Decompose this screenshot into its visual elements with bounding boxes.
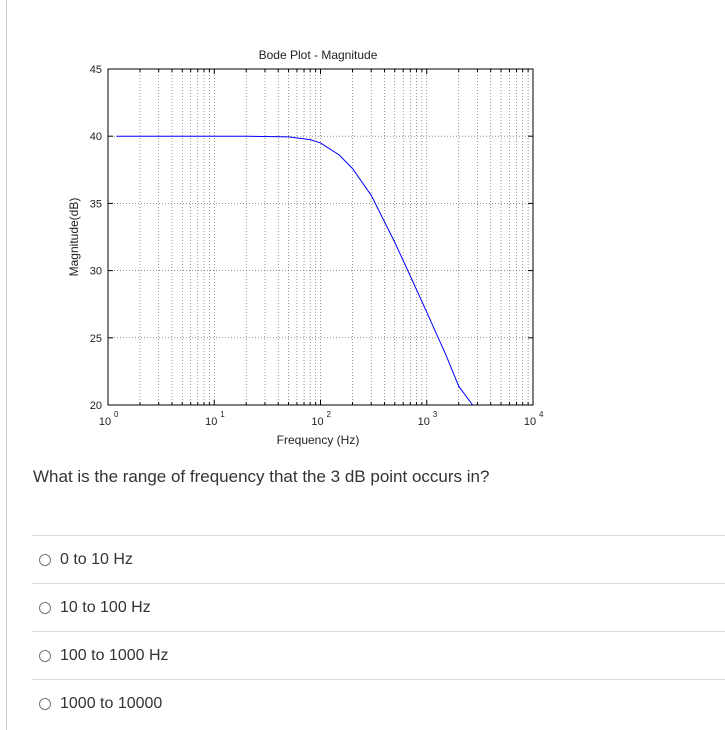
answer-options: 0 to 10 Hz 10 to 100 Hz 100 to 1000 Hz 1… (32, 535, 725, 727)
series-line-magnitude (116, 135, 474, 406)
x-tick-label: 10 (418, 416, 430, 428)
y-tick-label: 25 (90, 333, 102, 345)
x-tick-exponent: 2 (327, 410, 332, 419)
radio-button[interactable] (39, 601, 51, 614)
x-tick-label: 10 (524, 416, 536, 428)
y-tick-label: 35 (90, 198, 102, 210)
y-tick-label: 30 (90, 266, 102, 278)
radio-button[interactable] (39, 697, 51, 710)
option-1000-10000[interactable]: 1000 to 10000 (32, 679, 725, 727)
radio-button[interactable] (39, 553, 51, 566)
y-axis-label: Magnitude(dB) (67, 198, 81, 277)
axis-ticks (108, 68, 533, 406)
x-axis-label: Frequency (Hz) (277, 433, 360, 447)
left-border (6, 0, 7, 730)
option-label: 10 to 100 Hz (60, 598, 151, 616)
x-tick-exponent: 0 (114, 410, 119, 419)
x-tick-label: 10 (311, 416, 323, 428)
x-tick-exponent: 1 (220, 410, 225, 419)
question-text: What is the range of frequency that the … (33, 467, 490, 486)
x-tick-label: 10 (99, 416, 111, 428)
chart-title: Bode Plot - Magnitude (259, 48, 378, 62)
grid (108, 69, 533, 405)
x-tick-label: 10 (205, 416, 217, 428)
y-tick-label: 40 (90, 131, 102, 143)
y-tick-label: 45 (90, 64, 102, 76)
option-0-10-hz[interactable]: 0 to 10 Hz (32, 535, 725, 583)
y-tick-label: 20 (90, 400, 102, 412)
y-tick-labels: 20 25 30 35 40 45 (90, 64, 102, 412)
option-100-1000-hz[interactable]: 100 to 1000 Hz (32, 631, 725, 679)
option-label: 1000 to 10000 (60, 694, 163, 712)
option-label: 0 to 10 Hz (60, 550, 133, 568)
option-label: 100 to 1000 Hz (60, 646, 169, 664)
option-10-100-hz[interactable]: 10 to 100 Hz (32, 583, 725, 631)
x-tick-exponent: 4 (539, 410, 544, 419)
x-tick-exponent: 3 (433, 410, 438, 419)
radio-button[interactable] (39, 649, 51, 662)
